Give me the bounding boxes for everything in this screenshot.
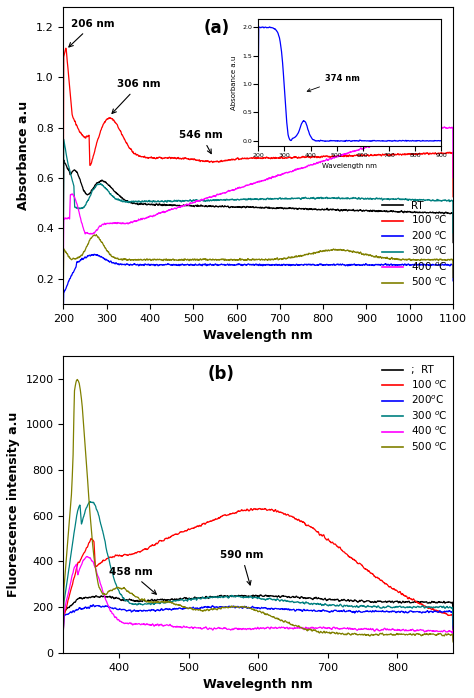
Text: 830 nm: 830 nm (303, 126, 346, 143)
Text: 546 nm: 546 nm (179, 131, 223, 154)
Y-axis label: Absorbance a.u: Absorbance a.u (18, 101, 30, 210)
Text: 306 nm: 306 nm (112, 80, 161, 114)
Y-axis label: Fluorescence intensity a.u: Fluorescence intensity a.u (7, 412, 20, 597)
Legend: RT, 100 $^o$C, 200 $^o$C, 300 $^o$C, 400 $^o$C, 500 $^o$C: RT, 100 $^o$C, 200 $^o$C, 300 $^o$C, 400… (378, 197, 452, 292)
Legend: ;  RT, 100 $^o$C, 200$^o$C, 300 $^o$C, 400 $^o$C, 500 $^o$C: ; RT, 100 $^o$C, 200$^o$C, 300 $^o$C, 40… (378, 361, 452, 457)
Text: 206 nm: 206 nm (69, 19, 115, 47)
Text: (b): (b) (208, 365, 235, 383)
X-axis label: Wavelength nm: Wavelength nm (203, 329, 313, 342)
X-axis label: Wavelegnth nm: Wavelegnth nm (203, 678, 313, 691)
Text: 590 nm: 590 nm (220, 550, 264, 585)
Text: (a): (a) (204, 19, 230, 37)
Text: 458 nm: 458 nm (109, 567, 156, 594)
